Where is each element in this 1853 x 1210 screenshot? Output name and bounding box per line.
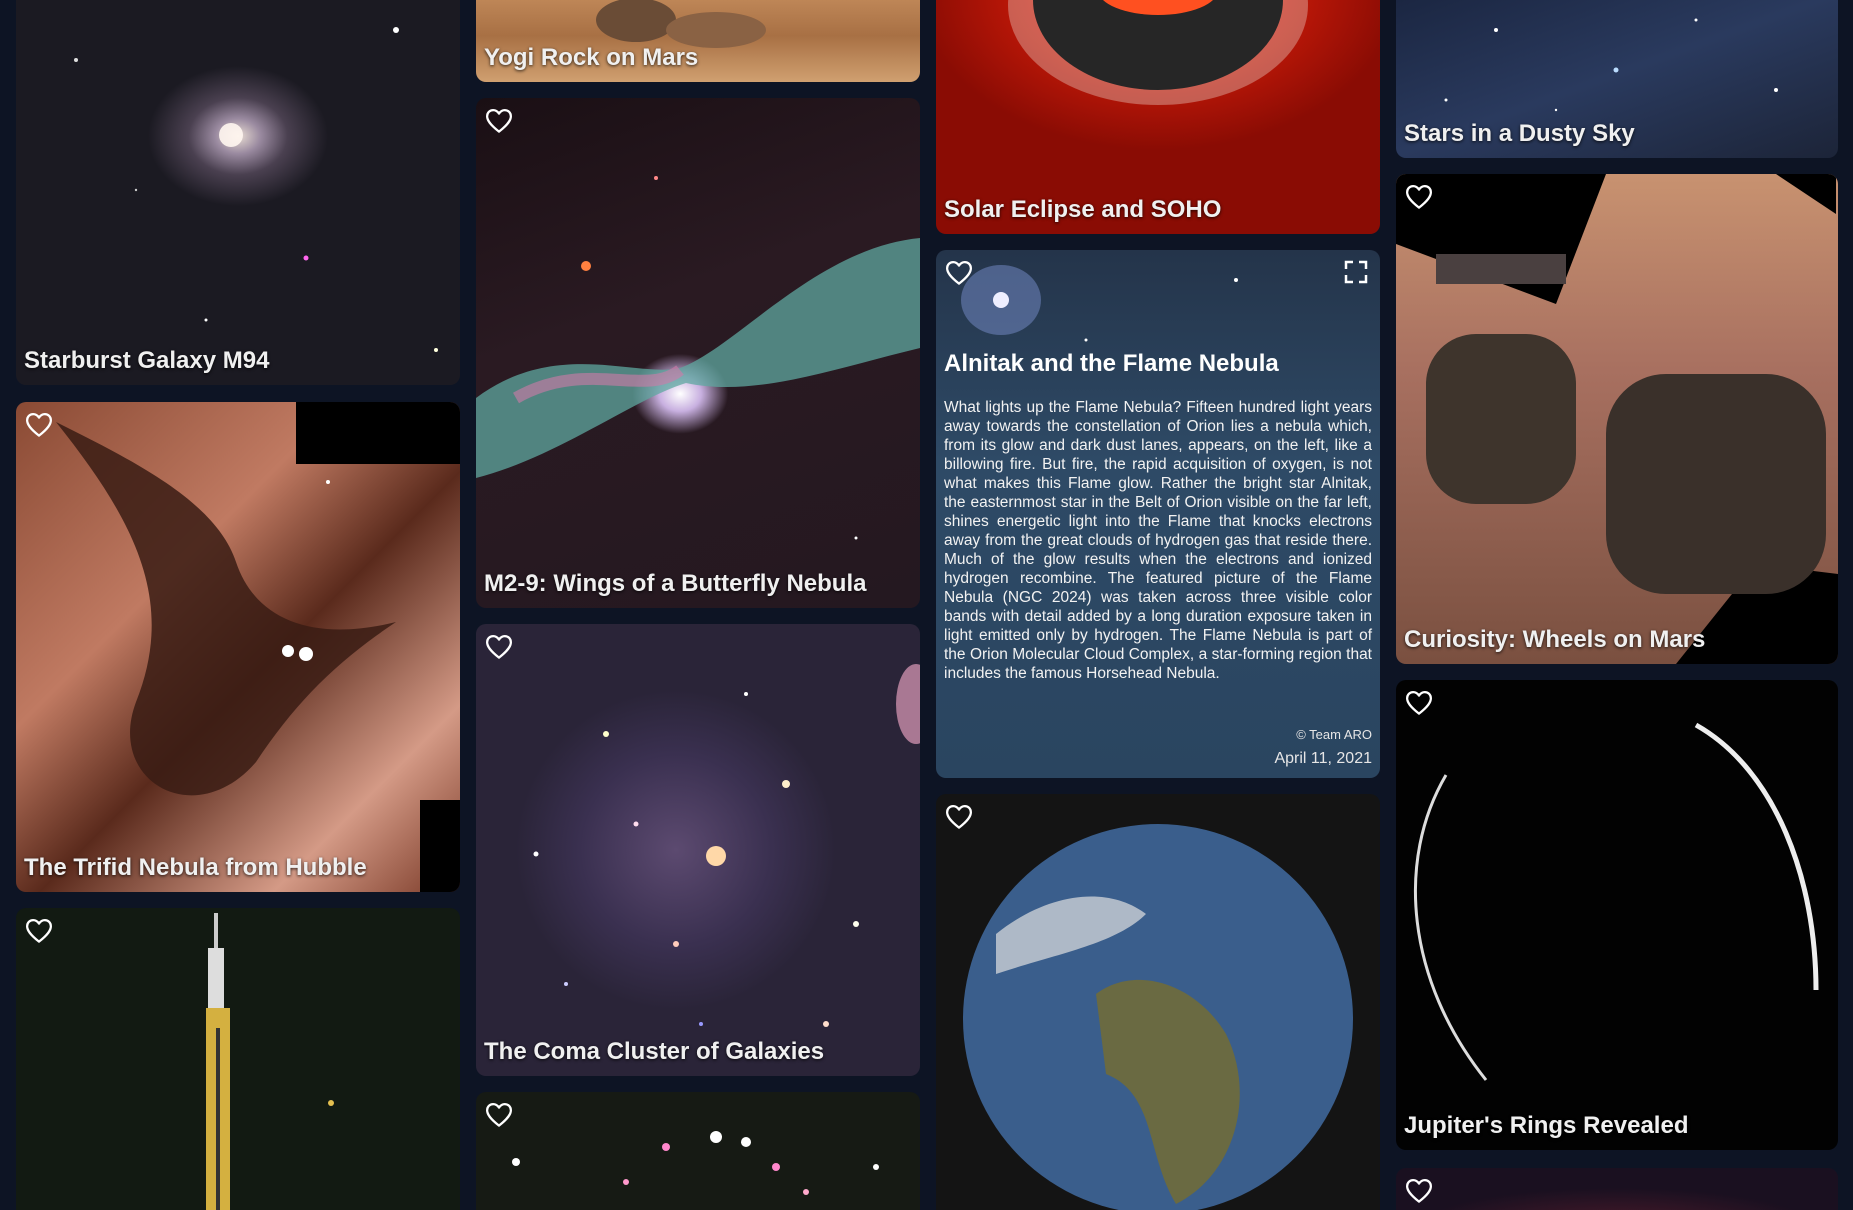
card-butterfly-nebula[interactable]: M2-9: Wings of a Butterfly Nebula [476,98,920,608]
card-coma-cluster[interactable]: The Coma Cluster of Galaxies [476,624,920,1076]
starburst-image [16,0,460,385]
card-title: Stars in a Dusty Sky [1404,120,1635,147]
card-yogi-rock[interactable]: Yogi Rock on Mars [476,0,920,82]
butterfly-image [476,98,920,608]
yogi-image [476,0,920,82]
heart-icon[interactable] [484,106,514,136]
card-title: Yogi Rock on Mars [484,44,699,71]
card-curiosity-wheels[interactable]: Curiosity: Wheels on Mars [1396,174,1838,664]
heart-icon[interactable] [24,916,54,946]
card-title: The Trifid Nebula from Hubble [24,854,367,881]
detail-date: April 11, 2021 [1274,750,1372,767]
card-earth-waves[interactable]: Earth Waves at Saturn [936,794,1380,1210]
card-title: Jupiter's Rings Revealed [1404,1112,1689,1139]
heart-icon[interactable] [484,632,514,662]
detail-description: What lights up the Flame Nebula? Fifteen… [944,399,1372,682]
card-flame-nebula-detail[interactable]: Alnitak and the Flame Nebula What lights… [936,250,1380,778]
curiosity-image [1396,174,1838,664]
card-jupiter-rings[interactable]: Jupiter's Rings Revealed [1396,680,1838,1150]
card-stars-dusty-sky[interactable]: Stars in a Dusty Sky [1396,0,1838,158]
jupiter-image [1396,680,1838,1150]
card-title: Curiosity: Wheels on Mars [1404,626,1706,653]
card-trifid-nebula[interactable]: The Trifid Nebula from Hubble [16,402,460,892]
card-starburst-galaxy[interactable]: Starburst Galaxy M94 [16,0,460,385]
coma-image [476,624,920,1076]
card-title: Solar Eclipse and SOHO [944,196,1222,223]
card-solar-eclipse[interactable]: Solar Eclipse and SOHO [936,0,1380,234]
detail-title: Alnitak and the Flame Nebula [944,350,1279,377]
detail-credit: © Team ARO [1296,727,1372,742]
flame-background-image [936,250,1380,778]
heart-icon[interactable] [1404,688,1434,718]
heart-icon[interactable] [24,410,54,440]
heart-icon[interactable] [944,258,974,288]
eclipse-image [936,0,1380,234]
heart-icon[interactable] [484,1100,514,1130]
card-title: Starburst Galaxy M94 [24,347,270,374]
card-bottom-nebula[interactable] [1396,1168,1838,1210]
heart-icon[interactable] [944,802,974,832]
rocket-image [16,908,460,1210]
trifid-image [16,402,460,892]
card-title: M2-9: Wings of a Butterfly Nebula [484,570,867,597]
cluster-image [476,1092,920,1210]
heart-icon[interactable] [1404,182,1434,212]
card-title: The Coma Cluster of Galaxies [484,1038,825,1065]
dusty-image [1396,0,1838,158]
card-rocket[interactable] [16,908,460,1210]
card-star-cluster[interactable] [476,1092,920,1210]
earth-image [936,794,1380,1210]
fullscreen-icon[interactable] [1342,258,1370,286]
heart-icon[interactable] [1404,1176,1434,1206]
